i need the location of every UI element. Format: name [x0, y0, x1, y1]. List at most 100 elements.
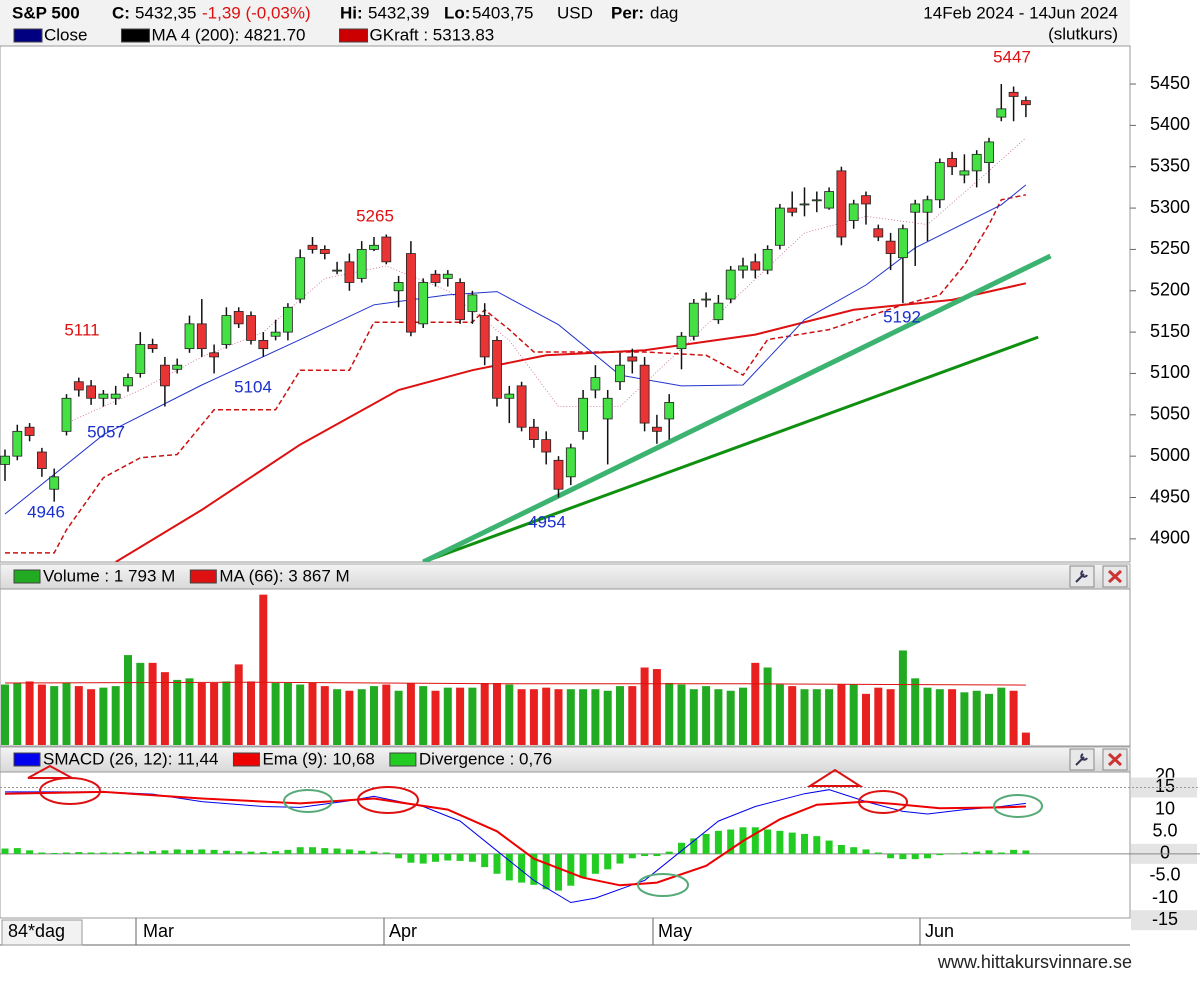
legend-swatch [340, 29, 368, 42]
divergence-bar [272, 851, 279, 854]
candle-body [13, 431, 22, 456]
candle-body [160, 365, 169, 386]
y-tick-label: 5050 [1150, 404, 1190, 424]
volume-bar [542, 688, 550, 745]
divergence-bar [51, 853, 58, 854]
divergence-bar [666, 852, 673, 854]
volume-bar [358, 689, 366, 745]
divergence-bar [284, 850, 291, 854]
volume-bar [714, 689, 722, 745]
candle-body [382, 237, 391, 262]
volume-bar [653, 669, 661, 745]
legend-swatch [390, 753, 416, 766]
divergence-bar [506, 854, 513, 881]
candle-body [763, 249, 772, 270]
candle-body [148, 345, 157, 349]
candle-body [628, 357, 637, 361]
candle-body [652, 427, 661, 431]
divergence-bar [592, 854, 599, 874]
change-value: -1,39 (-0,03%) [202, 3, 311, 22]
volume-bar [456, 688, 464, 745]
volume-bar [370, 686, 378, 745]
volume-bar [149, 663, 157, 745]
candle-body [862, 196, 871, 204]
volume-bar [333, 689, 341, 745]
divergence-bar [309, 847, 316, 854]
candle-body [136, 345, 145, 374]
volume-bar [960, 692, 968, 745]
divergence-bar [383, 853, 390, 854]
price-basis: (slutkurs) [1048, 24, 1118, 43]
candle-body [185, 324, 194, 349]
divergence-bar [260, 852, 267, 854]
divergence-bar [481, 854, 488, 867]
candle-body [788, 208, 797, 212]
candle-body [271, 332, 280, 336]
volume-bar [936, 689, 944, 745]
candle-body [825, 192, 834, 209]
volume-bar [678, 685, 686, 745]
divergence-bar [161, 850, 168, 854]
divergence-bar [432, 854, 439, 862]
volume-bar [628, 686, 636, 745]
volume-bar [825, 689, 833, 745]
annotation: 5447 [993, 47, 1031, 66]
volume-bar [75, 686, 83, 745]
volume-bar [99, 688, 107, 745]
candle-body [972, 154, 981, 171]
divergence-bar [137, 852, 144, 854]
volume-bar [493, 683, 501, 745]
divergence-bar [961, 853, 968, 854]
legend-label: GKraft : 5313.83 [370, 25, 495, 44]
volume-bar [444, 688, 452, 745]
legend-label: MA (66): 3 867 M [219, 566, 349, 585]
volume-bar [887, 689, 895, 745]
candle-body [739, 266, 748, 270]
x-tick-label: Jun [925, 921, 954, 941]
divergence-bar [100, 853, 107, 854]
volume-bar [518, 689, 526, 745]
volume-bar [272, 683, 280, 745]
candle-body [542, 440, 551, 452]
volume-bar [604, 691, 612, 745]
candle-body [505, 394, 514, 398]
candle-body [370, 245, 379, 249]
candle-body [665, 402, 674, 419]
divergence-bar [998, 853, 1005, 854]
volume-bar [345, 691, 353, 745]
divergence-bar [776, 831, 783, 854]
divergence-bar [112, 853, 119, 854]
candle-body [493, 340, 502, 398]
annotation: 5057 [87, 422, 125, 441]
high-label: Hi: [340, 3, 363, 22]
date-range: 14Feb 2024 - 14Jun 2024 [923, 3, 1118, 22]
candle-body [960, 171, 969, 175]
y-tick-label: 5400 [1150, 114, 1190, 134]
divergence-bar [75, 852, 82, 854]
legend-label: Close [44, 25, 87, 44]
candle-body [985, 142, 994, 163]
divergence-bar [580, 854, 587, 878]
divergence-bar [125, 852, 132, 854]
candle-body [849, 204, 858, 221]
candle-body [394, 283, 403, 291]
divergence-bar [211, 850, 218, 854]
divergence-bar [764, 830, 771, 854]
annotation: 4954 [528, 512, 566, 531]
volume-bar [690, 689, 698, 745]
candle-body [886, 241, 895, 253]
volume-bar [247, 681, 255, 745]
volume-bar [309, 683, 317, 745]
y-tick-label: -15 [1152, 909, 1178, 929]
divergence-bar [494, 854, 501, 874]
y-tick-label: 4950 [1150, 486, 1190, 506]
volume-bar [112, 686, 120, 745]
divergence-bar [407, 854, 414, 863]
low-label: Lo: [444, 3, 470, 22]
divergence-bar [26, 850, 33, 854]
divergence-bar [88, 853, 95, 854]
volume-bar [296, 685, 304, 745]
candle-body [751, 262, 760, 270]
candle-body [874, 229, 883, 237]
volume-bar [210, 683, 218, 745]
